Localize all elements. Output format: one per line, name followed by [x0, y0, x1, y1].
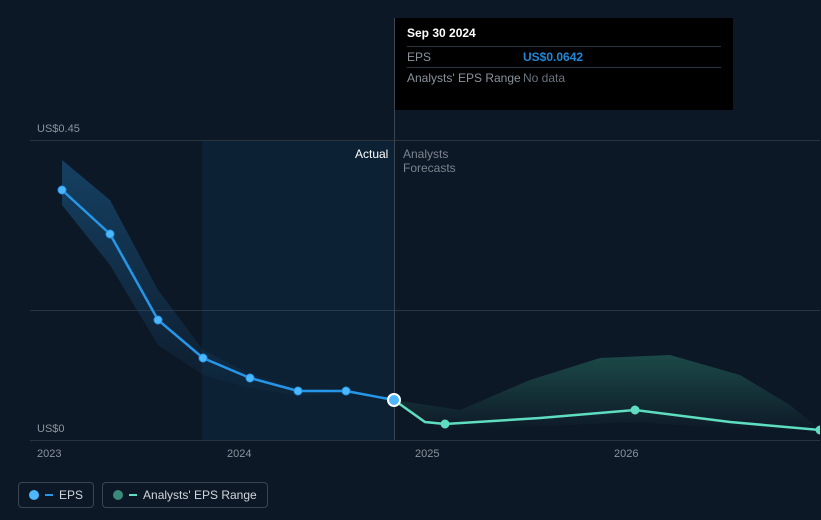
forecast-section-label: Analysts Forecasts: [403, 147, 456, 175]
y-axis-label-top: US$0.45: [37, 123, 80, 135]
x-axis-label: 2024: [227, 448, 251, 460]
tooltip-range-value: No data: [523, 71, 565, 85]
chart-container: Sep 30 2024 EPS US$0.0642 Analysts' EPS …: [15, 0, 805, 440]
tooltip-row-eps: EPS US$0.0642: [407, 46, 721, 67]
tooltip-eps-label: EPS: [407, 50, 523, 64]
legend: EPS Analysts' EPS Range: [18, 482, 268, 508]
tooltip-row-range: Analysts' EPS Range No data: [407, 67, 721, 88]
tooltip-range-label: Analysts' EPS Range: [407, 71, 523, 85]
legend-range-label: Analysts' EPS Range: [143, 488, 257, 502]
x-axis-label: 2026: [614, 448, 638, 460]
legend-eps-label: EPS: [59, 488, 83, 502]
chart-svg: [30, 140, 820, 440]
legend-item-eps[interactable]: EPS: [18, 482, 94, 508]
x-axis-label: 2025: [415, 448, 439, 460]
gridline: [30, 440, 820, 441]
tooltip-eps-value: US$0.0642: [523, 50, 583, 64]
tooltip-date: Sep 30 2024: [407, 26, 721, 40]
tooltip: Sep 30 2024 EPS US$0.0642 Analysts' EPS …: [395, 18, 733, 110]
legend-eps-marker: [29, 490, 53, 500]
legend-item-range[interactable]: Analysts' EPS Range: [102, 482, 268, 508]
legend-range-marker: [113, 490, 137, 500]
actual-section-label: Actual: [355, 147, 388, 161]
x-axis-label: 2023: [37, 448, 61, 460]
